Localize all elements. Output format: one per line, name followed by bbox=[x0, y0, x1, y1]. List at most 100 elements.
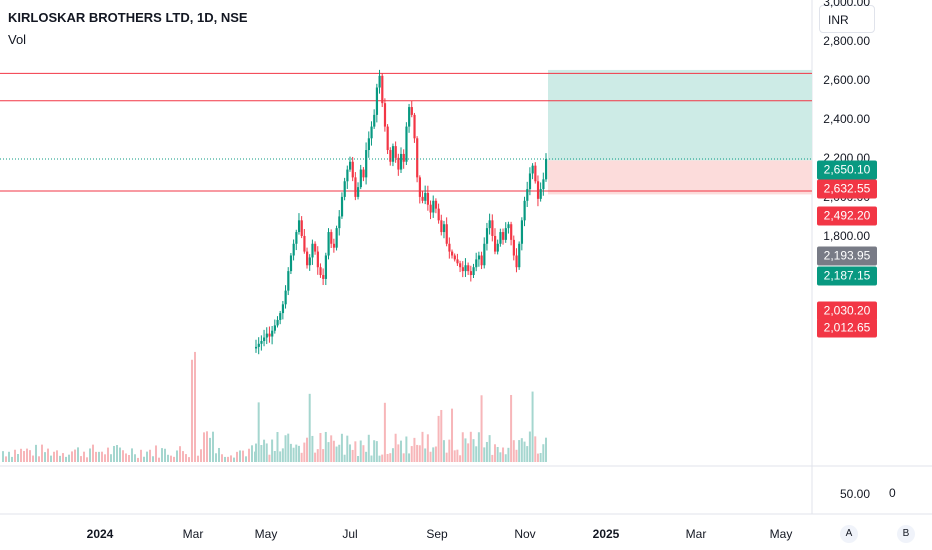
volume-bar bbox=[448, 439, 451, 462]
candle-body bbox=[346, 169, 349, 182]
volume-bar bbox=[197, 455, 199, 462]
volume-bar bbox=[340, 433, 343, 462]
volume-bar bbox=[110, 454, 112, 462]
volume-bar bbox=[276, 432, 279, 462]
volume-bar bbox=[437, 415, 440, 462]
candle-body bbox=[389, 150, 392, 162]
candle-body bbox=[397, 157, 400, 170]
volume-bar bbox=[224, 456, 226, 462]
candle-body bbox=[343, 181, 346, 197]
volume-bar bbox=[306, 437, 309, 462]
volume-bar bbox=[26, 448, 28, 462]
volume-bar bbox=[41, 444, 43, 462]
volume-bar bbox=[348, 444, 351, 462]
volume-bar bbox=[221, 454, 223, 462]
candle-body bbox=[263, 337, 266, 342]
volume-bar bbox=[343, 454, 346, 462]
volume-bar bbox=[528, 431, 531, 462]
log-scale-button[interactable]: B bbox=[897, 525, 915, 543]
volume-bar bbox=[429, 451, 432, 462]
candle-body bbox=[496, 243, 499, 252]
candle-body bbox=[386, 126, 389, 151]
symbol-title[interactable]: KIRLOSKAR BROTHERS LTD, 1D, NSE bbox=[8, 10, 248, 25]
volume-bar bbox=[95, 451, 97, 462]
volume-bar bbox=[101, 451, 103, 462]
candle-body bbox=[539, 189, 542, 199]
volume-bar bbox=[357, 455, 360, 462]
candle-body bbox=[472, 267, 475, 276]
volume-bar bbox=[185, 454, 187, 462]
volume-bar bbox=[300, 452, 303, 462]
candle-body bbox=[488, 220, 491, 229]
volume-bar bbox=[119, 447, 121, 462]
candle-body bbox=[512, 239, 515, 256]
volume-bar bbox=[469, 431, 472, 462]
time-axis-label: Sep bbox=[426, 527, 448, 541]
volume-bar bbox=[271, 439, 274, 462]
candle-body bbox=[448, 243, 451, 252]
volume-bar bbox=[35, 444, 37, 462]
volume-bar bbox=[531, 391, 534, 462]
volume-bar bbox=[170, 455, 172, 462]
volume-bar bbox=[65, 456, 67, 462]
volume-bar bbox=[263, 439, 266, 462]
candle-body bbox=[292, 243, 295, 256]
time-axis-label: Mar bbox=[685, 527, 707, 541]
candle-body bbox=[526, 189, 529, 201]
volume-bar bbox=[459, 455, 462, 462]
candle-body bbox=[528, 173, 532, 190]
volume-bar bbox=[71, 451, 73, 462]
candle-body bbox=[402, 153, 405, 162]
volume-bar bbox=[370, 455, 373, 462]
volume-bar bbox=[128, 454, 130, 462]
candle-body bbox=[408, 107, 411, 127]
candle-body bbox=[426, 192, 430, 205]
volume-bar bbox=[491, 454, 494, 462]
volume-bar bbox=[424, 448, 427, 462]
volume-bar bbox=[122, 450, 124, 462]
volume-bar bbox=[203, 432, 205, 462]
volume-bar bbox=[335, 446, 338, 462]
volume-bar bbox=[23, 451, 25, 462]
volume-bar bbox=[2, 451, 4, 462]
volume-bar bbox=[413, 437, 416, 462]
volume-bar bbox=[316, 449, 319, 462]
candle-body bbox=[276, 319, 279, 326]
volume-bar bbox=[188, 457, 190, 462]
volume-bar bbox=[248, 448, 250, 462]
volume-bar bbox=[92, 444, 94, 462]
auto-scale-button[interactable]: A bbox=[840, 525, 858, 543]
volume-indicator-label[interactable]: Vol bbox=[8, 32, 27, 47]
volume-bar bbox=[50, 455, 52, 462]
volume-bar bbox=[17, 454, 19, 462]
candle-body bbox=[300, 220, 303, 236]
candle-body bbox=[400, 153, 403, 170]
volume-bar bbox=[74, 449, 76, 462]
candle-body bbox=[518, 243, 521, 268]
volume-bar bbox=[534, 436, 537, 462]
price-axis-label: 2,600.00 bbox=[823, 72, 870, 87]
candle-body bbox=[308, 257, 311, 266]
candle-body bbox=[416, 138, 419, 178]
time-axis-label: Nov bbox=[514, 527, 536, 541]
volume-bar bbox=[284, 435, 287, 462]
candle-body bbox=[410, 107, 413, 115]
candle-body bbox=[536, 181, 540, 199]
volume-bar bbox=[215, 453, 217, 462]
candle-body bbox=[383, 103, 387, 127]
volume-bar bbox=[98, 451, 100, 462]
candle-body bbox=[504, 228, 507, 240]
volume-bar bbox=[536, 453, 539, 462]
volume-bar bbox=[161, 448, 163, 462]
volume-bar bbox=[445, 452, 448, 462]
currency-button[interactable]: INR bbox=[819, 5, 875, 33]
volume-bar bbox=[545, 437, 547, 462]
candle-body bbox=[542, 179, 545, 190]
volume-bar bbox=[167, 454, 169, 462]
volume-bar bbox=[488, 435, 491, 462]
volume-bar bbox=[5, 456, 7, 462]
volume-bar bbox=[38, 456, 40, 462]
candle-body bbox=[442, 224, 446, 233]
volume-bar bbox=[378, 455, 381, 462]
